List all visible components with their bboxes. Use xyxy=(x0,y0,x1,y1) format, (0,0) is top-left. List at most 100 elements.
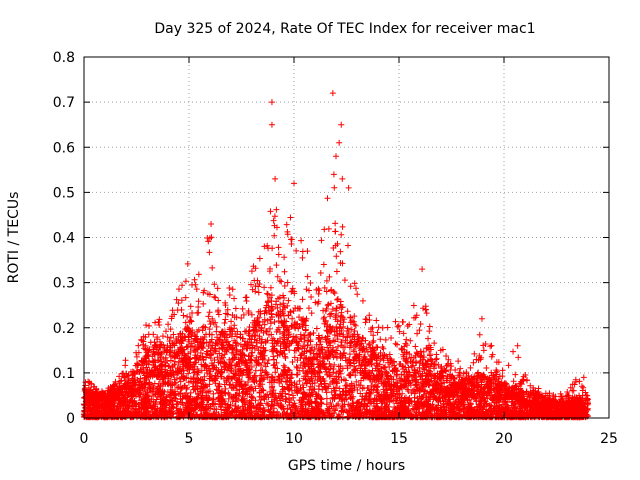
data-point xyxy=(294,371,301,378)
data-point xyxy=(167,326,174,333)
data-point xyxy=(444,400,451,407)
data-point xyxy=(510,348,517,355)
data-point xyxy=(336,324,343,331)
data-point xyxy=(292,325,299,332)
data-point xyxy=(347,283,354,290)
data-point xyxy=(402,340,409,347)
data-point xyxy=(264,291,271,298)
data-point xyxy=(242,381,249,388)
data-point xyxy=(281,332,288,339)
data-point xyxy=(322,349,329,356)
data-point xyxy=(189,342,196,349)
data-point xyxy=(334,343,341,350)
data-point xyxy=(147,339,154,346)
data-point xyxy=(154,334,161,341)
data-point xyxy=(299,382,306,389)
data-point xyxy=(149,353,156,360)
data-point xyxy=(437,347,444,354)
data-point xyxy=(124,394,131,401)
data-point xyxy=(160,400,167,407)
data-point xyxy=(175,300,182,307)
data-point xyxy=(224,306,231,313)
data-point xyxy=(264,299,271,306)
data-point xyxy=(471,350,478,357)
data-point xyxy=(370,337,377,344)
data-point xyxy=(185,370,192,377)
data-point xyxy=(293,363,300,370)
data-point xyxy=(193,286,200,293)
data-point xyxy=(171,311,178,318)
data-point xyxy=(333,402,340,409)
data-point xyxy=(267,208,274,215)
data-point xyxy=(255,289,262,296)
data-point xyxy=(307,347,314,354)
data-point xyxy=(181,333,188,340)
data-point xyxy=(221,319,228,326)
data-point xyxy=(282,354,289,361)
data-point xyxy=(291,354,298,361)
data-point xyxy=(364,360,371,367)
data-point xyxy=(259,386,266,393)
data-point xyxy=(261,284,268,291)
data-point xyxy=(264,290,271,297)
data-point xyxy=(313,341,320,348)
data-point xyxy=(205,238,212,245)
data-point xyxy=(178,297,185,304)
data-point xyxy=(199,335,206,342)
data-point xyxy=(515,354,522,361)
data-point xyxy=(425,381,432,388)
data-point xyxy=(420,365,427,372)
data-point xyxy=(374,383,381,390)
data-point xyxy=(489,396,496,403)
data-point xyxy=(371,395,378,402)
data-point xyxy=(231,295,238,302)
data-point xyxy=(351,327,358,334)
data-point xyxy=(165,400,172,407)
data-point xyxy=(358,361,365,368)
data-point xyxy=(228,384,235,391)
data-point xyxy=(135,342,142,349)
data-point xyxy=(524,393,531,400)
data-point xyxy=(517,385,524,392)
data-point xyxy=(156,322,163,329)
data-point xyxy=(198,396,205,403)
data-point xyxy=(410,372,417,379)
data-point xyxy=(179,282,186,289)
data-point xyxy=(355,362,362,369)
data-point xyxy=(122,357,129,364)
data-point xyxy=(417,320,424,327)
data-point xyxy=(286,331,293,338)
data-point xyxy=(213,364,220,371)
data-point xyxy=(422,373,429,380)
data-point xyxy=(167,352,174,359)
data-point xyxy=(474,370,481,377)
data-point xyxy=(247,400,254,407)
data-point xyxy=(455,358,462,365)
data-point xyxy=(302,376,309,383)
data-point xyxy=(338,339,345,346)
data-point xyxy=(512,371,519,378)
data-point xyxy=(338,404,345,411)
data-point xyxy=(310,350,317,357)
data-point xyxy=(174,307,181,314)
data-point xyxy=(263,400,270,407)
data-point xyxy=(444,377,451,384)
data-point xyxy=(392,318,399,325)
data-point xyxy=(165,321,172,328)
data-point xyxy=(384,324,391,331)
data-point xyxy=(283,327,290,334)
data-point xyxy=(218,352,225,359)
data-point xyxy=(351,313,358,320)
data-point xyxy=(377,336,384,343)
data-point xyxy=(133,349,140,356)
data-point xyxy=(505,362,512,369)
data-point xyxy=(253,404,260,411)
data-point xyxy=(216,345,223,352)
data-point xyxy=(248,281,255,288)
data-point xyxy=(269,390,276,397)
data-point xyxy=(416,327,423,334)
data-point xyxy=(408,363,415,370)
data-point xyxy=(253,339,260,346)
data-point xyxy=(207,339,214,346)
data-point xyxy=(332,220,339,227)
